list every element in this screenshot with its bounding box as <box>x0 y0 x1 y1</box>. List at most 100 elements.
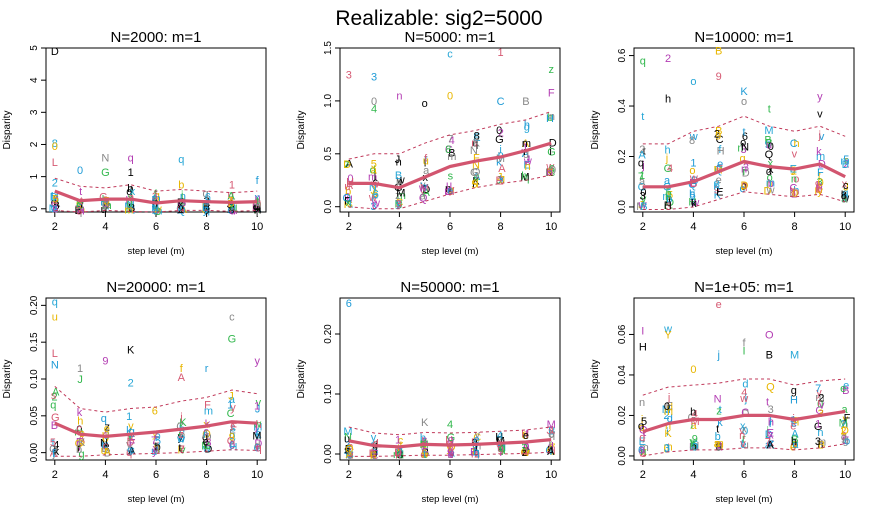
data-point: d <box>373 438 379 450</box>
x-tick-label: 6 <box>447 221 453 233</box>
data-point: b <box>102 433 108 445</box>
data-point: 8 <box>397 450 403 462</box>
mean-line <box>348 141 552 190</box>
data-point: F <box>230 421 237 433</box>
data-point: D <box>126 436 134 448</box>
mean-line <box>348 438 552 449</box>
data-point: 7 <box>205 198 211 210</box>
data-point: H <box>253 204 261 216</box>
data-point: d <box>667 413 673 425</box>
data-point: b <box>473 446 479 458</box>
data-point: G <box>470 167 479 179</box>
data-point: z <box>227 204 233 216</box>
data-point: f <box>424 157 428 169</box>
data-point: B <box>548 426 555 438</box>
data-point: w <box>766 184 775 196</box>
data-point: u <box>228 190 234 202</box>
outlier-point: j <box>716 350 719 362</box>
data-point: 1 <box>523 445 529 457</box>
data-point: D <box>343 159 351 171</box>
data-point: 1 <box>791 189 797 201</box>
data-point: 0 <box>127 198 133 210</box>
data-point: i <box>400 176 402 188</box>
data-point: h <box>372 446 378 458</box>
data-point: w <box>840 192 849 204</box>
data-point: c <box>522 138 528 150</box>
data-point: 0 <box>550 165 556 177</box>
data-point: n <box>445 183 451 195</box>
data-point: 0 <box>548 429 554 441</box>
data-point: d <box>230 205 236 217</box>
data-point: 7 <box>79 198 85 210</box>
data-point: j <box>744 393 747 405</box>
data-point: r <box>548 439 552 451</box>
outlier-point: C <box>497 96 505 108</box>
outlier-point: A <box>178 372 186 384</box>
data-point: r <box>203 429 207 441</box>
data-point: Q <box>345 444 354 456</box>
data-point: F <box>76 436 83 448</box>
data-point: t <box>178 442 181 454</box>
data-point: q <box>472 176 478 188</box>
data-point: 5 <box>371 159 377 171</box>
data-point: 4 <box>667 163 673 175</box>
data-point: 1 <box>715 441 721 453</box>
data-point: H <box>51 191 59 203</box>
data-point: b <box>790 188 796 200</box>
data-point: h <box>817 184 823 196</box>
data-point: 6 <box>255 429 261 441</box>
data-point: H <box>546 113 554 125</box>
outlier-point: G <box>101 167 110 179</box>
outlier-point: w <box>663 323 672 335</box>
data-point: A <box>473 171 481 183</box>
data-point: h <box>525 161 531 173</box>
data-point: q <box>50 399 56 411</box>
data-point: q <box>154 442 160 454</box>
data-point: F <box>344 196 351 208</box>
outlier-point: 0 <box>371 96 377 108</box>
x-tick-label: 4 <box>102 221 108 233</box>
data-point: 7 <box>790 187 796 199</box>
data-point: g <box>203 202 209 214</box>
data-point: F <box>473 152 480 164</box>
data-point: w <box>739 393 748 405</box>
data-point: k <box>256 429 262 441</box>
data-point: b <box>768 178 774 190</box>
data-point: a <box>639 176 646 188</box>
data-point: c <box>474 171 480 183</box>
data-point: e <box>716 175 722 187</box>
data-point: o <box>79 204 85 216</box>
x-tick-label: 10 <box>839 221 851 233</box>
data-point: c <box>499 442 505 454</box>
data-point: k <box>104 199 110 211</box>
data-point: e <box>447 186 453 198</box>
data-point: 1 <box>639 170 645 182</box>
outlier-point: q <box>128 152 134 164</box>
data-point: q <box>76 205 82 217</box>
data-point: 8 <box>205 437 211 449</box>
data-point: u <box>347 193 353 205</box>
data-point: f <box>741 438 745 450</box>
data-point: j <box>665 153 668 165</box>
data-point: j <box>179 412 182 424</box>
data-point: 6 <box>372 188 378 200</box>
data-point: F <box>495 175 502 187</box>
data-point: G <box>178 198 187 210</box>
data-point: n <box>817 427 823 439</box>
data-point: 7 <box>765 437 771 449</box>
outlier-point: K <box>127 345 135 357</box>
data-point: 2 <box>663 410 669 422</box>
data-point: v <box>523 447 529 459</box>
data-point: v <box>819 400 825 412</box>
data-point: a <box>841 194 848 206</box>
data-point: y <box>449 184 455 196</box>
data-point: K <box>473 137 481 149</box>
data-point: A <box>498 163 506 175</box>
data-point: a <box>765 439 772 451</box>
data-point: a <box>347 441 354 453</box>
data-point: F <box>817 167 824 179</box>
data-point: 2 <box>51 391 57 403</box>
y-axis-label: Disparity <box>590 111 601 150</box>
outlier-point: 2 <box>128 378 134 390</box>
y-tick-label: 0.04 <box>617 365 628 385</box>
